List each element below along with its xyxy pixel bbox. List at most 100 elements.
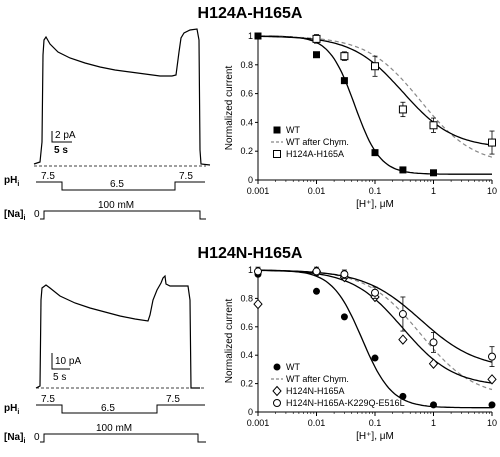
- data-point-bottom-0: [488, 401, 496, 409]
- data-point-top-2: [340, 52, 349, 61]
- y-tick-label-bottom: 1: [248, 265, 253, 275]
- data-point-top-2: [312, 34, 321, 43]
- data-point-top-2: [371, 62, 379, 71]
- data-point-bottom-3: [371, 288, 379, 297]
- ph-label-top: pHi: [4, 175, 19, 188]
- data-point-bottom-3: [488, 352, 496, 361]
- data-point-bottom-2: [428, 358, 439, 369]
- current-trace-bottom: 10 pA 5 s: [35, 274, 206, 389]
- data-point-bottom-3: [312, 267, 321, 276]
- data-point-bottom-0: [371, 354, 379, 362]
- legend-entry: H124N-H165A: [286, 386, 345, 396]
- legend-swatch: [273, 399, 281, 407]
- ph-protocol-bottom: pHi 7.5 6.5 7.5: [4, 394, 205, 416]
- y-tick-label-bottom: 0: [248, 407, 253, 417]
- x-tick-label-top: 0.01: [308, 186, 326, 196]
- data-point-top-0: [254, 32, 262, 40]
- dose-response-chart-top: 0 0.2 0.4 0.6 0.8 1 0.001 0.01 0.1 1 10 [H⁺], μM Nor…: [224, 31, 497, 210]
- dose-response-chart-bottom: 0 0.2 0.4 0.6 0.8 1 0.001 0.01 0.1 1 10 [H⁺], μM Nor…: [224, 265, 497, 442]
- scale-bar-bottom: [51, 353, 70, 370]
- data-point-top-0: [399, 166, 407, 174]
- legend-swatch: [273, 150, 281, 158]
- ph-protocol-top: pHi 7.5 6.5 7.5: [4, 171, 205, 191]
- time-scale-bottom: 5 s: [53, 372, 66, 383]
- data-point-top-0: [371, 149, 379, 157]
- x-tick-label-top: 1: [431, 186, 436, 196]
- current-trace-line-bottom: [35, 274, 200, 389]
- na-step-line-bottom: [40, 433, 206, 443]
- y-axis-label-top: Normalized current: [224, 66, 235, 151]
- ph-value-start-bottom: 7.5: [41, 394, 55, 405]
- data-point-top-0: [340, 77, 348, 85]
- y-axis-label-bottom: Normalized current: [224, 299, 235, 384]
- y-tick-label-top: 1: [248, 31, 253, 41]
- x-axis-label-bottom: [H⁺], μM: [356, 431, 394, 442]
- na-label-bottom: [Na]i: [4, 432, 25, 445]
- ph-value-end-bottom: 7.5: [166, 394, 180, 405]
- x-tick-label-top: 0.001: [247, 186, 270, 196]
- data-point-top-0: [313, 51, 320, 59]
- y-tick-label-top: 0: [248, 175, 253, 185]
- x-tick-label-bottom: 10: [487, 418, 497, 428]
- scale-bar-top: [51, 131, 72, 143]
- legend-swatch: [273, 363, 281, 371]
- data-point-top-2: [429, 121, 438, 130]
- data-point-bottom-3: [429, 338, 438, 347]
- na-protocol-top: [Na]i 0 100 mM: [4, 200, 206, 222]
- data-point-bottom-2: [253, 298, 263, 310]
- y-tick-label-top: 0.2: [240, 146, 253, 156]
- legend-swatch: [272, 385, 282, 397]
- ph-value-mid-top: 6.5: [110, 179, 124, 190]
- legend-entry: H124A-H165A: [286, 149, 344, 159]
- current-scale-top: 2 pA: [55, 130, 76, 141]
- current-trace-line-top: [33, 28, 211, 166]
- x-tick-label-top: 0.1: [369, 186, 382, 196]
- ph-label-bottom: pHi: [4, 403, 19, 416]
- legend-entry: WT: [286, 125, 300, 135]
- data-point-bottom-3: [340, 270, 349, 279]
- y-tick-label-bottom: 0.4: [240, 350, 253, 360]
- na-zero-bottom: 0: [34, 432, 40, 443]
- y-tick-label-bottom: 0.6: [240, 322, 253, 332]
- current-trace-top: 2 pA 5 s: [33, 28, 211, 167]
- legend-entry: WT: [286, 362, 300, 372]
- y-tick-label-top: 0.4: [240, 117, 253, 127]
- y-tick-label-bottom: 0.2: [240, 379, 253, 389]
- legend-bottom: WT WT after Chym. H124N-H165A H124N-H165A-K…: [271, 362, 405, 408]
- legend-top: WT WT after Chym. H124A-H165A: [271, 125, 349, 159]
- ph-value-end-top: 7.5: [179, 171, 193, 182]
- x-tick-label-bottom: 0.001: [247, 418, 270, 428]
- legend-entry: WT after Chym.: [286, 137, 349, 147]
- data-point-bottom-3: [398, 310, 407, 319]
- x-tick-label-bottom: 0.1: [369, 418, 382, 428]
- fit-curve-bottom-3: [258, 269, 493, 363]
- na-step-line-top: [40, 210, 206, 220]
- data-point-top-2: [398, 105, 407, 114]
- data-point-bottom-0: [399, 392, 407, 400]
- data-point-top-0: [430, 169, 437, 177]
- legend-swatch: [273, 126, 281, 134]
- na-value-top: 100 mM: [98, 200, 134, 211]
- ph-value-start-top: 7.5: [41, 171, 55, 182]
- x-tick-label-bottom: 1: [431, 418, 436, 428]
- data-point-bottom-2: [398, 334, 408, 345]
- x-axis-label-top: [H⁺], μM: [356, 199, 394, 210]
- ph-step-line-bottom: [36, 404, 205, 414]
- data-point-bottom-0: [430, 401, 437, 409]
- legend-entry: WT after Chym.: [286, 374, 349, 384]
- data-point-bottom-0: [340, 313, 348, 321]
- na-zero-top: 0: [34, 209, 40, 220]
- time-scale-top: 5 s: [54, 145, 68, 156]
- y-tick-label-bottom: 0.8: [240, 293, 253, 303]
- x-tick-label-top: 10: [487, 186, 497, 196]
- legend-entry: H124N-H165A-K229Q-E516L: [286, 398, 405, 408]
- na-label-top: [Na]i: [4, 209, 25, 222]
- current-scale-bottom: 10 pA: [55, 356, 81, 367]
- ph-value-mid-bottom: 6.5: [101, 403, 115, 414]
- data-point-bottom-3: [254, 267, 262, 276]
- data-point-top-2: [488, 138, 496, 147]
- y-tick-label-top: 0.8: [240, 60, 253, 70]
- panel-title-bottom: H124N-H165A: [198, 245, 303, 262]
- na-value-bottom: 100 mM: [96, 423, 132, 434]
